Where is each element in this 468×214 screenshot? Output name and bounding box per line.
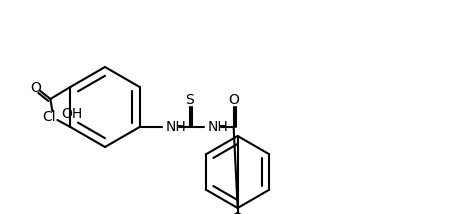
Text: O: O: [228, 93, 239, 107]
Text: O: O: [30, 81, 41, 95]
Text: NH: NH: [166, 120, 186, 134]
Text: Cl: Cl: [43, 110, 56, 124]
Text: OH: OH: [61, 107, 83, 121]
Text: NH: NH: [208, 120, 228, 134]
Text: S: S: [185, 93, 194, 107]
